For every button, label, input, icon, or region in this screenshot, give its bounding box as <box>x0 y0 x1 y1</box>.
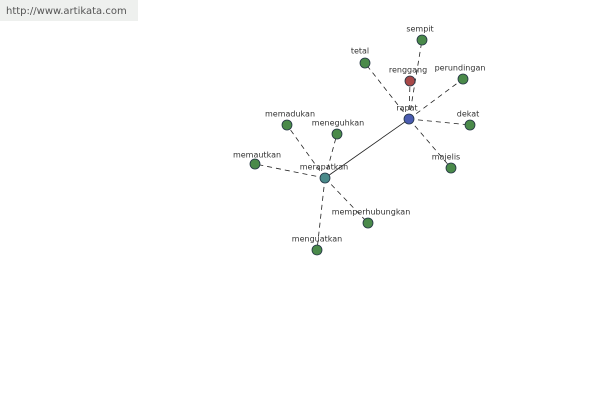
edge <box>254 163 326 179</box>
node <box>362 217 374 229</box>
node-label: memautkan <box>233 151 281 160</box>
node <box>359 57 371 69</box>
node-label: renggang <box>389 66 427 75</box>
node-label: perundingan <box>435 64 486 73</box>
edge <box>324 133 338 179</box>
node <box>445 162 457 174</box>
node <box>319 172 331 184</box>
node-label: majelis <box>432 153 460 162</box>
node <box>404 75 416 87</box>
node-label: tetal <box>351 47 369 56</box>
edge <box>408 78 464 120</box>
edge <box>408 80 411 120</box>
edge <box>324 118 410 179</box>
node <box>457 73 469 85</box>
edge <box>286 124 326 179</box>
node <box>403 113 415 125</box>
edge <box>324 177 369 224</box>
node-label: merapatkan <box>300 163 349 172</box>
node-label: dekat <box>457 110 480 119</box>
node-label: menguatkan <box>292 235 342 244</box>
edge <box>408 118 452 169</box>
edge <box>408 39 423 120</box>
node <box>281 119 293 131</box>
node-label: memadukan <box>265 110 315 119</box>
edge <box>364 62 410 120</box>
node <box>464 119 476 131</box>
node-label: meneguhkan <box>312 119 364 128</box>
node-label: sempit <box>406 25 433 34</box>
node <box>311 244 323 256</box>
node <box>331 128 343 140</box>
url-box <box>0 0 138 21</box>
node-label: memperhubungkan <box>332 208 411 217</box>
site-url[interactable]: http://www.artikata.com <box>6 6 127 17</box>
edge <box>316 177 326 251</box>
node-label: rapat <box>396 104 417 113</box>
node <box>416 34 428 46</box>
node <box>249 158 261 170</box>
edge <box>408 118 471 126</box>
